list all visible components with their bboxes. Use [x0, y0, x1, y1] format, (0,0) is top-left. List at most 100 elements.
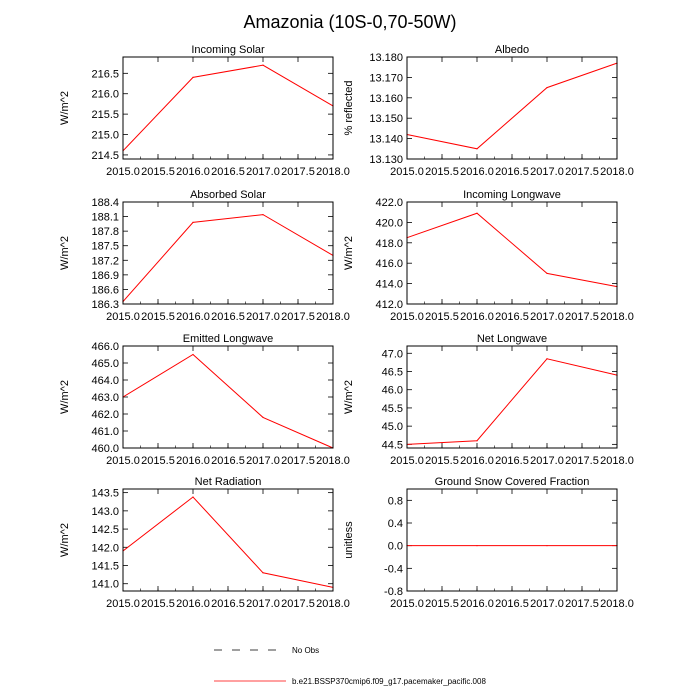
x-tick-label: 2016.0: [176, 598, 210, 610]
y-tick-label: 187.5: [91, 241, 119, 253]
series-line: [122, 496, 334, 588]
chart-panel-7: Net Radiation W/m^2 2015.0 2015.5 2016.0 2016…: [59, 476, 350, 610]
y-tick-label: -0.8: [384, 586, 403, 598]
x-tick-label: 2016.5: [211, 598, 245, 610]
y-axis-label: % reflected: [343, 80, 355, 135]
y-tick-label: 214.5: [91, 150, 119, 162]
y-axis-label: W/m^2: [59, 91, 71, 125]
y-tick-label: 187.8: [91, 226, 119, 238]
legend: No Obs b.e21.BSSP370cmip6.f09_g17.pacema…: [214, 646, 486, 686]
data-point: [546, 545, 548, 547]
y-tick-label: 465.0: [91, 358, 119, 370]
y-tick-label: 420.0: [375, 217, 403, 229]
chart-title: Net Longwave: [477, 333, 547, 345]
y-tick-label: 0.0: [388, 541, 403, 553]
chart-title: Albedo: [495, 44, 529, 56]
y-tick-label: 142.5: [91, 524, 119, 536]
y-tick-label: 422.0: [375, 197, 403, 209]
y-tick-label: 463.0: [91, 392, 119, 404]
plot-frame: [122, 201, 334, 305]
data-point: [476, 440, 478, 442]
x-tick-label: 2016.5: [495, 455, 529, 467]
y-tick-label: 418.0: [375, 238, 403, 250]
legend-obs-label: No Obs: [292, 646, 319, 655]
plot-frame: [122, 56, 334, 160]
x-tick-label: 2018.0: [316, 598, 350, 610]
x-tick-label: 2015.0: [390, 455, 424, 467]
data-point: [262, 572, 264, 574]
x-tick-label: 2015.0: [106, 166, 140, 178]
x-tick-label: 2018.0: [600, 455, 634, 467]
data-point: [262, 64, 264, 66]
data-point: [476, 148, 478, 150]
x-tick-label: 2015.0: [390, 311, 424, 323]
x-tick-label: 2015.0: [390, 166, 424, 178]
y-tick-label: 416.0: [375, 258, 403, 270]
series-line: [122, 64, 334, 152]
chart-title: Net Radiation: [195, 476, 262, 488]
x-tick-label: 2018.0: [600, 166, 634, 178]
y-tick-label: 13.160: [369, 93, 403, 105]
x-tick-label: 2016.5: [211, 166, 245, 178]
data-point: [262, 416, 264, 418]
y-tick-label: 460.0: [91, 443, 119, 455]
plot-frame: [406, 345, 618, 449]
x-tick-label: 2016.0: [460, 455, 494, 467]
y-tick-label: 44.5: [382, 439, 403, 451]
main-title: Amazonia (10S-0,70-50W): [243, 12, 456, 32]
x-tick-label: 2016.5: [495, 166, 529, 178]
data-point: [546, 358, 548, 360]
x-tick-label: 2017.0: [246, 311, 280, 323]
x-tick-label: 2017.5: [565, 455, 599, 467]
chart-panel-8: Ground Snow Covered Fraction unitless 2015…: [343, 476, 634, 610]
x-tick-label: 2016.0: [460, 166, 494, 178]
y-tick-label: 46.0: [382, 385, 403, 397]
x-tick-label: 2015.5: [425, 166, 459, 178]
y-tick-label: 215.5: [91, 109, 119, 121]
data-point: [546, 87, 548, 89]
y-tick-label: 46.5: [382, 367, 403, 379]
x-tick-label: 2017.0: [530, 311, 564, 323]
x-tick-label: 2015.5: [425, 311, 459, 323]
series-line: [406, 62, 618, 150]
y-tick-label: 186.6: [91, 284, 119, 296]
x-tick-label: 2015.5: [141, 166, 175, 178]
y-axis-label: W/m^2: [59, 523, 71, 557]
x-tick-label: 2017.0: [246, 598, 280, 610]
chart-title: Incoming Solar: [191, 44, 265, 56]
x-tick-label: 2015.5: [141, 311, 175, 323]
x-tick-label: 2018.0: [316, 166, 350, 178]
y-tick-label: 143.0: [91, 506, 119, 518]
x-tick-label: 2017.0: [246, 455, 280, 467]
chart-panel-2: Albedo % reflected 2015.0 2015.5 2016.0 2016.…: [343, 44, 634, 178]
data-point: [262, 214, 264, 216]
data-point: [192, 221, 194, 223]
y-tick-label: -0.4: [384, 563, 403, 575]
x-tick-label: 2015.5: [141, 455, 175, 467]
x-tick-label: 2018.0: [600, 598, 634, 610]
data-point: [546, 272, 548, 274]
y-tick-label: 13.170: [369, 72, 403, 84]
y-tick-label: 13.150: [369, 113, 403, 125]
series-line: [122, 214, 334, 302]
chart-panel-6: Net Longwave W/m^2 2015.0 2015.5 2016.0 2016.…: [343, 333, 634, 467]
x-tick-label: 2016.5: [495, 598, 529, 610]
y-tick-label: 188.1: [91, 212, 119, 224]
y-tick-label: 47.0: [382, 348, 403, 360]
plot-frame: [406, 56, 618, 160]
x-tick-label: 2017.0: [530, 598, 564, 610]
x-tick-label: 2017.5: [565, 311, 599, 323]
x-tick-label: 2017.0: [530, 166, 564, 178]
y-axis-label: W/m^2: [343, 380, 355, 414]
y-tick-label: 186.3: [91, 299, 119, 311]
x-tick-label: 2017.5: [281, 598, 315, 610]
y-tick-label: 461.0: [91, 426, 119, 438]
x-tick-label: 2015.0: [106, 455, 140, 467]
x-tick-label: 2017.5: [281, 455, 315, 467]
x-tick-label: 2017.5: [565, 598, 599, 610]
y-tick-label: 412.0: [375, 299, 403, 311]
data-point: [192, 76, 194, 78]
x-tick-label: 2017.5: [565, 166, 599, 178]
